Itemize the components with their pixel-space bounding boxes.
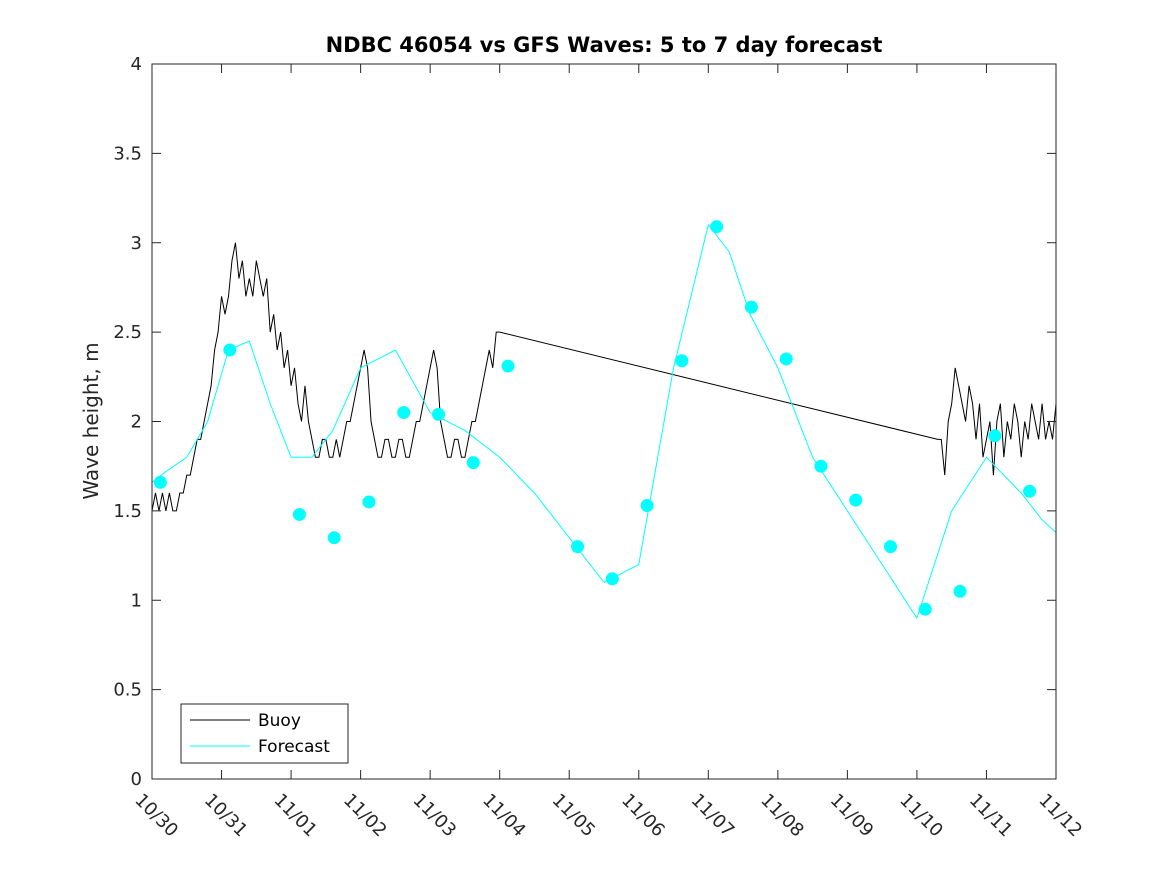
y-tick-label: 3 [131,233,142,254]
x-tick-label: 11/06 [617,790,669,842]
series-line-forecast [151,223,1057,620]
x-tick-label: 11/01 [270,790,322,842]
x-tick-label: 11/12 [1034,790,1086,842]
forecast-point [710,220,724,234]
x-tick-label: 11/05 [548,790,600,842]
forecast-point [884,540,897,554]
forecast-point [779,352,793,366]
forecast-point [953,584,967,598]
legend: Buoy Forecast [180,703,349,764]
y-tick-label: 2.5 [113,322,142,343]
y-tick-label: 0.5 [113,680,142,701]
y-tick-label: 1 [131,590,142,611]
x-tick-label: 10/30 [130,790,182,842]
forecast-point [988,429,1002,443]
legend-label-buoy: Buoy [258,711,301,731]
forecast-point [918,602,932,616]
forecast-point [849,493,863,507]
forecast-point [605,572,619,586]
y-tick-label: 0 [131,769,142,790]
forecast-point [223,343,237,357]
x-tick-label: 11/11 [965,790,1017,842]
x-tick-label: 11/10 [895,790,947,842]
forecast-point [640,499,654,513]
y-tick-label: 2 [131,412,142,433]
forecast-point [501,359,515,373]
chart-title: NDBC 46054 vs GFS Waves: 5 to 7 day fore… [326,33,883,57]
forecast-point [397,406,411,420]
series-layer [151,223,1057,620]
forecast-point [362,495,376,509]
x-tick-label: 11/04 [478,790,530,842]
y-tick-label: 4 [131,54,142,75]
forecast-point [814,459,828,473]
y-tick-label: 3.5 [113,143,142,164]
x-tick-label: 11/03 [409,790,461,842]
y-tick-label: 1.5 [113,501,142,522]
forecast-point [292,507,306,521]
y-axis: 0 0.5 1 1.5 2 2.5 3 3.5 4 [113,54,1056,790]
forecast-point [744,300,758,314]
forecast-point [466,456,480,470]
marker-layer [153,220,1037,616]
forecast-point [675,354,689,368]
x-tick-label: 11/09 [826,790,878,842]
x-tick-label: 11/07 [687,790,739,842]
forecast-point [1023,484,1037,498]
forecast-point [327,531,341,545]
plot-area [152,64,1056,779]
forecast-point [432,407,445,421]
x-tick-label: 10/31 [200,790,252,842]
legend-label-forecast: Forecast [258,737,330,757]
legend-box [180,703,349,764]
y-axis-label: Wave height, m [79,342,103,499]
x-tick-label: 11/02 [339,790,391,842]
forecast-point [571,540,585,554]
series-line-buoy [151,242,1057,512]
x-tick-label: 11/08 [756,790,808,842]
forecast-point [153,475,167,489]
